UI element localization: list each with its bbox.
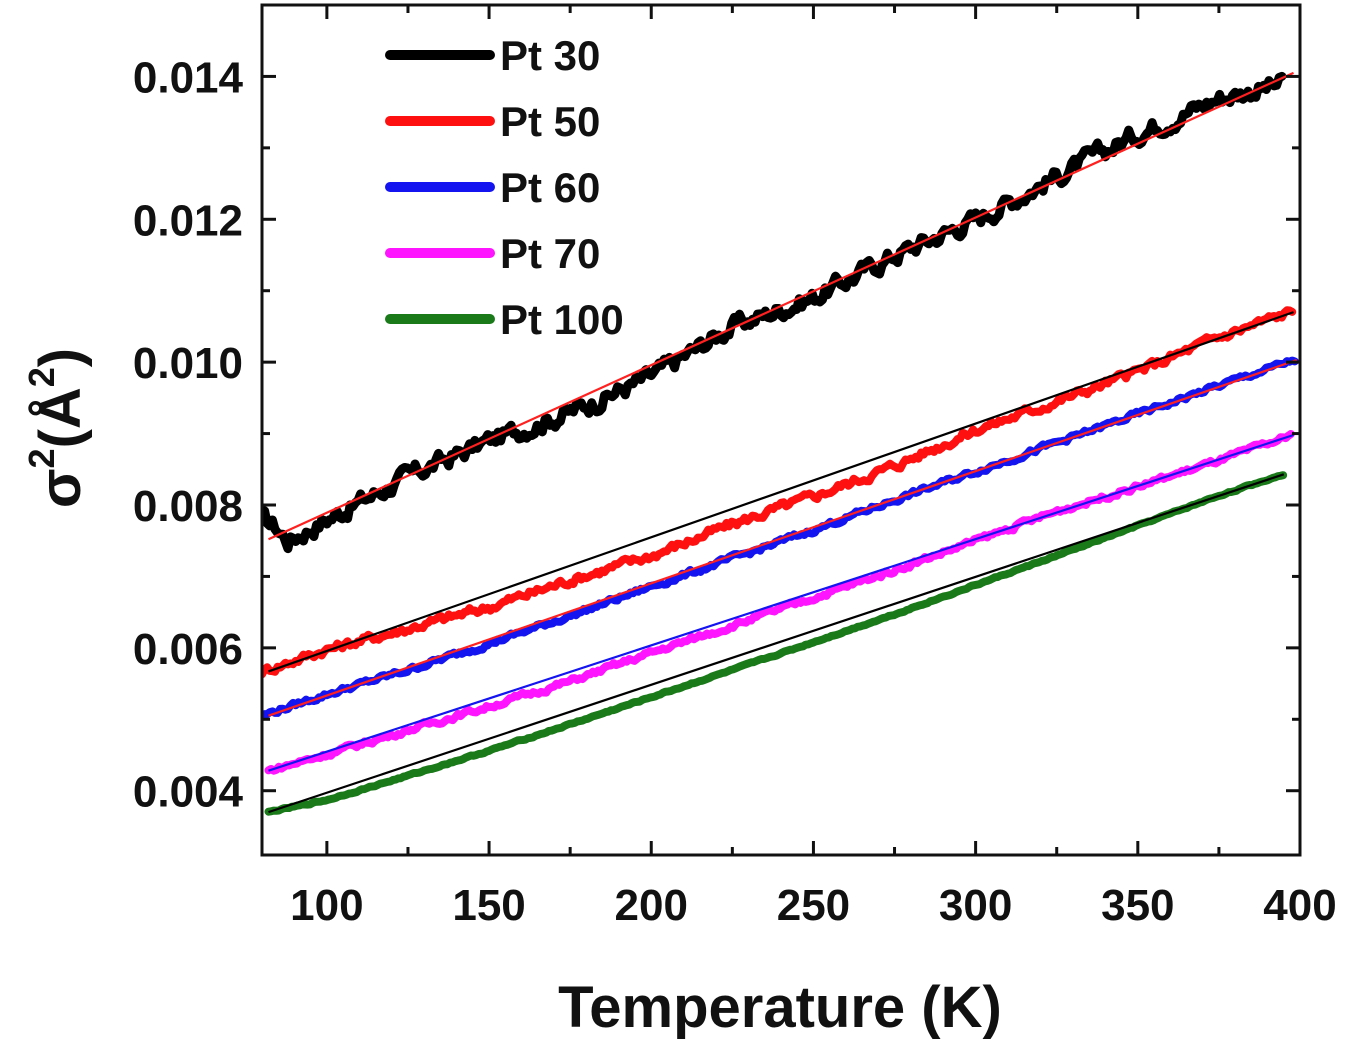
x-tick-label: 350 xyxy=(1101,881,1174,930)
legend-item-pt-100: Pt 100 xyxy=(385,296,624,343)
y-axis-title-text: σ2(Å2) xyxy=(21,348,93,508)
legend-label: Pt 70 xyxy=(500,230,600,277)
fit-line-pt-30 xyxy=(268,71,1294,541)
x-tick-label: 200 xyxy=(615,881,688,930)
y-axis-title: σ2(Å2) xyxy=(21,348,93,508)
x-tick-label: 150 xyxy=(452,881,525,930)
axes: 100 150 200 250 300 350 400 0.004 0.006 0.008 0.01… xyxy=(133,3,1337,930)
y-tick-label: 0.014 xyxy=(133,53,244,102)
series-pt-30 xyxy=(262,71,1294,554)
series-pt-60 xyxy=(262,356,1299,721)
axis-labels: Temperature (K) σ2(Å2) xyxy=(21,348,1002,1040)
fit-line-pt-100 xyxy=(268,473,1285,814)
plot-frame xyxy=(260,3,1302,857)
legend-item-pt-60: Pt 60 xyxy=(385,164,600,211)
y-tick-label: 0.012 xyxy=(133,196,243,245)
legend-label: Pt 30 xyxy=(500,32,600,79)
series-pt-70 xyxy=(264,430,1295,775)
legend-label: Pt 100 xyxy=(500,296,624,343)
data-line-pt-30 xyxy=(262,71,1287,554)
fit-line-pt-70 xyxy=(268,433,1294,772)
y-tick-label: 0.008 xyxy=(133,482,243,531)
legend-label: Pt 50 xyxy=(500,98,600,145)
y-tick-label: 0.004 xyxy=(133,768,244,817)
x-tick-label: 300 xyxy=(939,881,1012,930)
legend-item-pt-30: Pt 30 xyxy=(385,32,600,79)
fit-line-pt-50 xyxy=(268,311,1294,673)
y-tick-label: 0.006 xyxy=(133,625,243,674)
x-tick-label: 100 xyxy=(290,881,363,930)
x-tick-label: 250 xyxy=(777,881,850,930)
series-pt-100 xyxy=(264,471,1288,816)
legend-item-pt-50: Pt 50 xyxy=(385,98,600,145)
legend: Pt 30 Pt 50 Pt 60 Pt 70 Pt 100 xyxy=(385,32,624,343)
y-tick-label: 0.010 xyxy=(133,339,243,388)
x-tick-label: 400 xyxy=(1263,881,1336,930)
legend-label: Pt 60 xyxy=(500,164,600,211)
series-layer xyxy=(262,71,1299,816)
series-pt-50 xyxy=(262,306,1297,679)
data-line-pt-100 xyxy=(264,471,1288,816)
legend-item-pt-70: Pt 70 xyxy=(385,230,600,277)
x-axis-title: Temperature (K) xyxy=(558,975,1002,1040)
fit-line-pt-60 xyxy=(268,358,1298,717)
